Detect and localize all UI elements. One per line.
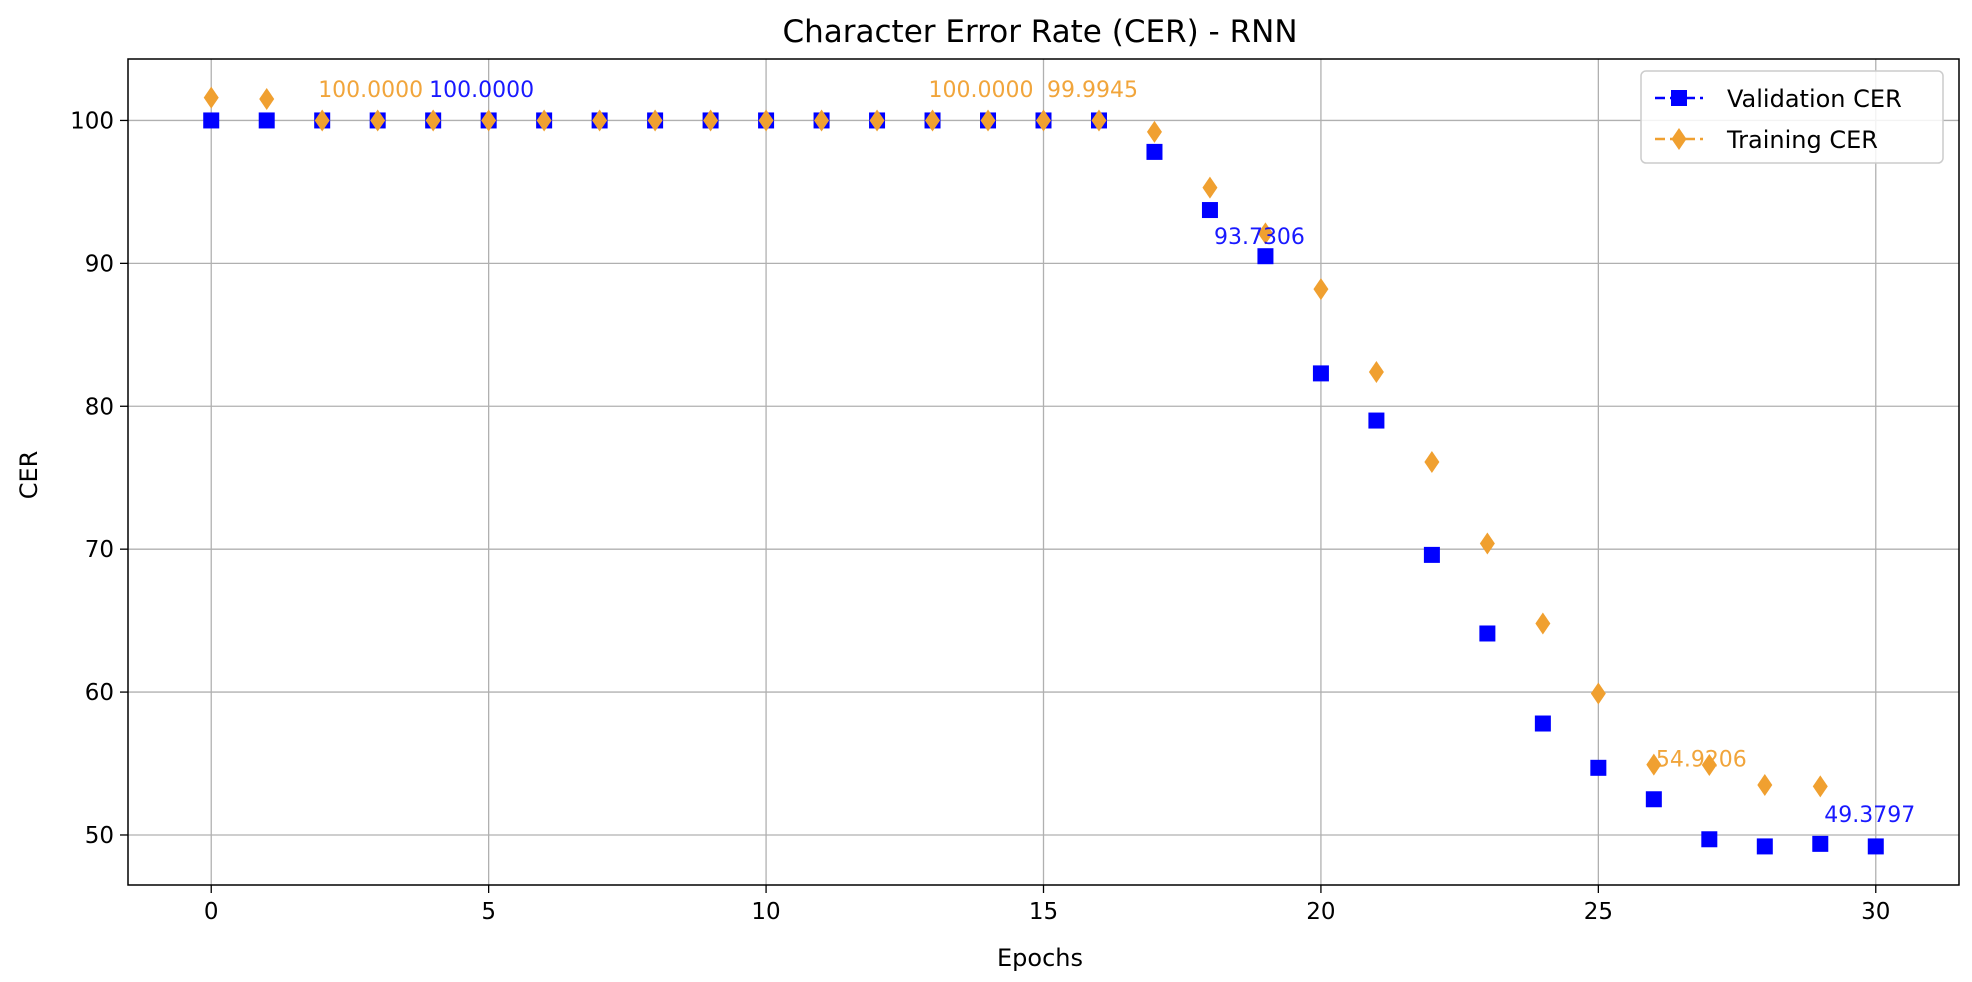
y-tick-label: 100 (70, 108, 114, 134)
data-label: 93.7306 (1214, 225, 1305, 250)
validation-point (1756, 838, 1773, 855)
validation-point (1423, 546, 1440, 563)
chart-title: Character Error Rate (CER) - RNN (782, 14, 1297, 50)
validation-point (203, 112, 220, 129)
y-tick-label: 60 (85, 680, 114, 706)
training-point (1701, 753, 1717, 776)
training-point (1479, 532, 1495, 555)
training-point (1535, 612, 1551, 635)
training-point (536, 109, 552, 132)
validation-point (1257, 248, 1274, 265)
training-point (592, 109, 608, 132)
validation-point (1701, 831, 1718, 848)
legend-marker-validation (1671, 90, 1687, 106)
y-tick-label: 50 (85, 823, 114, 849)
data-label: 54.9206 (1656, 748, 1747, 773)
training-point (1646, 753, 1662, 776)
validation-point (1201, 202, 1218, 219)
training-point (758, 109, 774, 132)
x-tick-label: 25 (1584, 899, 1613, 925)
y-tick-label: 80 (85, 394, 114, 420)
training-point (1757, 773, 1773, 796)
training-point (259, 88, 275, 111)
validation-point (1368, 412, 1385, 429)
axis-ticks: 0 5 10 15 20 25 30 50 60 70 80 90 100 (70, 108, 1890, 925)
validation-point (1645, 791, 1662, 808)
legend: Validation CER Training CER (1640, 70, 1944, 164)
validation-point (1867, 838, 1884, 855)
data-series (203, 86, 1884, 855)
x-tick-label: 15 (1029, 899, 1058, 925)
data-label: 100.0000 (318, 78, 423, 103)
data-label: 99.9945 (1047, 78, 1138, 103)
training-point (203, 86, 219, 109)
training-point (1091, 109, 1107, 132)
training-point (814, 109, 830, 132)
training-point (1368, 360, 1384, 383)
training-point (980, 109, 996, 132)
legend-label-validation: Validation CER (1727, 85, 1902, 113)
grid-lines (128, 59, 1959, 885)
x-axis-label: Epochs (997, 944, 1083, 972)
y-axis-label: CER (15, 451, 43, 500)
training-point (481, 109, 497, 132)
x-tick-label: 20 (1306, 899, 1335, 925)
data-annotations: 100.0000 100.0000 100.0000 99.994593.730654… (318, 78, 1915, 828)
data-label: 100.0000 (429, 78, 534, 103)
y-tick-label: 70 (85, 537, 114, 563)
training-point (703, 109, 719, 132)
validation-point (1479, 625, 1496, 642)
training-point (1202, 176, 1218, 199)
x-tick-label: 10 (751, 899, 780, 925)
training-point (647, 109, 663, 132)
validation-point (1534, 715, 1551, 732)
y-tick-label: 90 (85, 251, 114, 277)
legend-marker-training (1671, 128, 1687, 150)
validation-point (258, 112, 275, 129)
validation-point (1146, 143, 1163, 160)
x-tick-label: 30 (1861, 899, 1890, 925)
training-point (314, 109, 330, 132)
validation-point (1812, 835, 1829, 852)
x-tick-label: 0 (204, 899, 219, 925)
series-training-cer (203, 86, 1828, 798)
training-point (1424, 450, 1440, 473)
legend-label-training: Training CER (1726, 126, 1878, 154)
legend-box (1640, 70, 1944, 164)
data-label: 100.0000 (929, 78, 1034, 103)
validation-point (1312, 365, 1329, 382)
training-point (869, 109, 885, 132)
training-point (370, 109, 386, 132)
training-point (1036, 109, 1051, 132)
training-point (425, 109, 441, 132)
training-point (1313, 278, 1329, 301)
validation-point (1590, 759, 1607, 776)
training-point (1812, 775, 1828, 798)
training-point (1146, 120, 1162, 143)
training-point (1257, 222, 1273, 245)
data-label: 49.3797 (1824, 803, 1915, 828)
training-point (925, 109, 941, 132)
x-tick-label: 5 (481, 899, 496, 925)
training-point (1590, 682, 1606, 705)
